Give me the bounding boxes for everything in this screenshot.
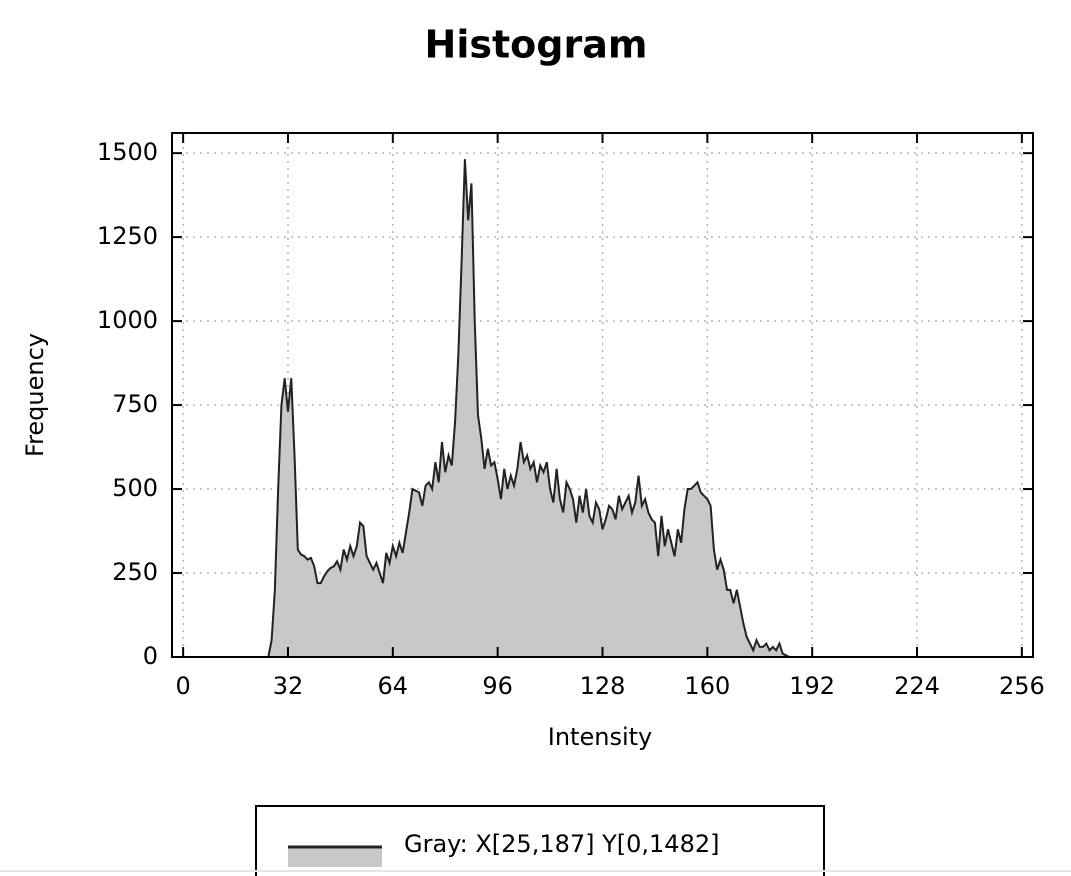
x-tick-label: 96 [482, 672, 513, 700]
y-tick-label: 1000 [97, 306, 158, 334]
chart-title: Histogram [425, 23, 648, 67]
y-tick-label: 1500 [97, 138, 158, 166]
x-tick-label: 224 [894, 672, 940, 700]
y-tick-label: 500 [112, 474, 158, 502]
x-tick-label: 128 [580, 672, 626, 700]
legend-label: Gray: X[25,187] Y[0,1482] [404, 830, 719, 858]
y-axis-label: Frequency [21, 333, 49, 457]
x-tick-label: 0 [175, 672, 190, 700]
y-tick-label: 750 [112, 390, 158, 418]
legend-swatch [288, 847, 382, 867]
x-tick-label: 32 [273, 672, 304, 700]
y-tick-label: 0 [143, 642, 158, 670]
area-line [265, 159, 796, 658]
x-tick-label: 160 [684, 672, 730, 700]
y-tick-label: 1250 [97, 222, 158, 250]
y-tick-label: 250 [112, 558, 158, 586]
x-tick-label: 192 [789, 672, 835, 700]
x-tick-label: 64 [378, 672, 409, 700]
x-tick-label: 256 [999, 672, 1045, 700]
x-axis-label: Intensity [548, 723, 652, 751]
